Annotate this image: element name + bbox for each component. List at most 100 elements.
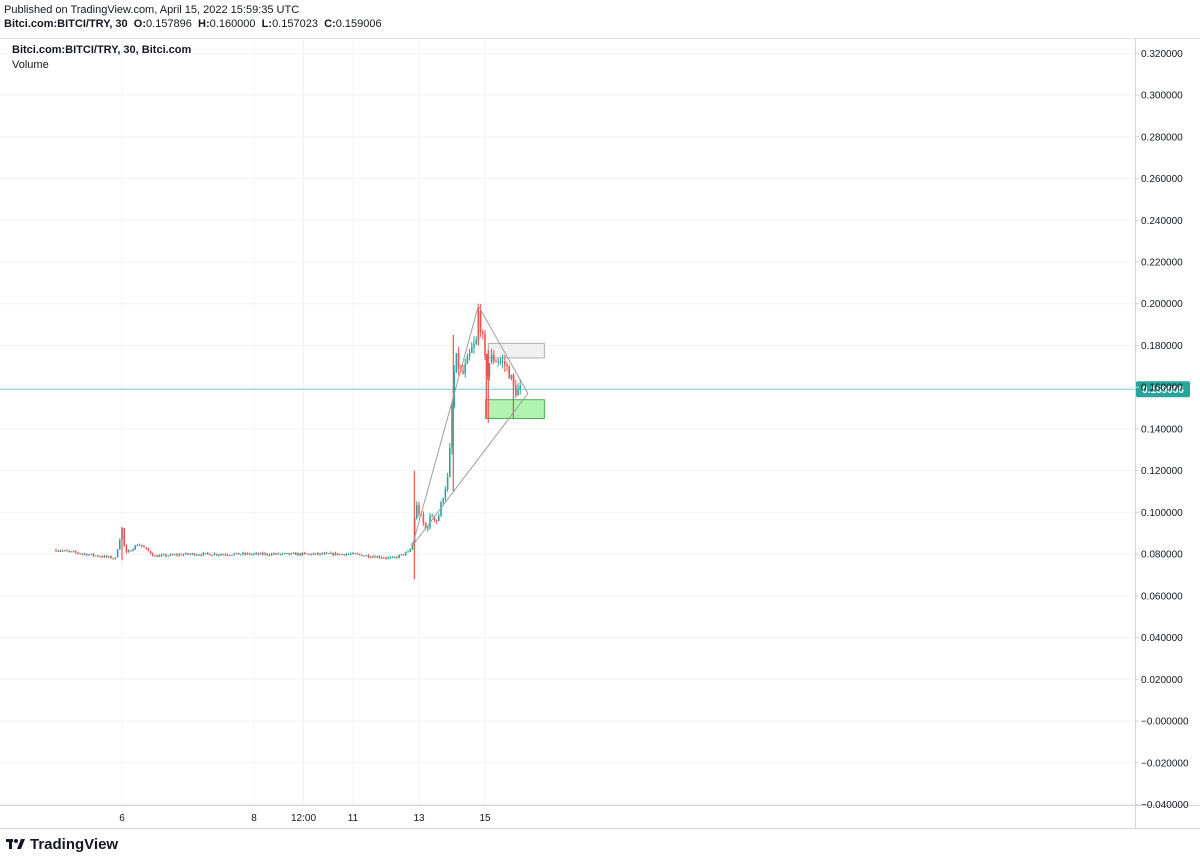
price-axis[interactable]: 0.320000 0.300000 0.280000 0.260000 0.240000… (1135, 49, 1189, 811)
candle-body (317, 553, 319, 555)
candle-body (248, 553, 251, 555)
candle-body (462, 370, 464, 374)
candle-body (365, 555, 367, 557)
candle-body (508, 366, 510, 379)
candle-body (286, 553, 288, 555)
candle-body (398, 554, 400, 558)
y-tick-label: 0.060000 (1141, 591, 1183, 602)
candle-body (222, 554, 224, 556)
candle-body (431, 515, 433, 517)
candle-body (488, 362, 491, 377)
candle-body (308, 553, 310, 555)
candle-body (482, 331, 484, 334)
candle-body (374, 556, 376, 558)
time-axis[interactable]: 6 8 12:00 11 13 15 (119, 813, 491, 824)
y-tick-label: 0.020000 (1141, 675, 1183, 686)
y-tick-label: 0.180000 (1141, 341, 1183, 352)
brand-name: TradingView (30, 835, 119, 853)
close-value: 0.159006 (335, 18, 382, 30)
candle-body (163, 554, 165, 556)
candle-body (367, 555, 370, 557)
candle-body (495, 361, 497, 363)
candle-body (385, 557, 387, 559)
candle-body (141, 544, 143, 547)
candle-body (394, 556, 396, 558)
candle-body (90, 553, 92, 555)
candle-body (119, 539, 121, 550)
candle-body (273, 553, 275, 555)
candle-body (418, 505, 420, 515)
candle-body (339, 553, 341, 555)
candle-body (264, 553, 266, 555)
candle-body (132, 549, 134, 551)
candle-body (235, 552, 238, 554)
candle-body (187, 553, 189, 555)
candle-body (416, 505, 418, 519)
candle-body (510, 375, 513, 379)
candle-body (174, 554, 176, 556)
last-price-label: 0.159006 (1142, 385, 1184, 396)
candle-body (266, 553, 268, 555)
candle-body (361, 554, 363, 556)
candle-body (301, 552, 304, 556)
high-value: 0.160000 (209, 18, 256, 30)
candle-body (279, 553, 282, 555)
candle-body (138, 544, 141, 546)
open-label: O: (133, 18, 147, 30)
candle-body (471, 347, 473, 353)
candle-body (319, 553, 321, 555)
candle-body (323, 553, 326, 555)
y-tick-label: 0.240000 (1141, 216, 1183, 227)
candle-body (314, 553, 317, 555)
candle-body (411, 543, 414, 550)
candle-body (369, 556, 372, 558)
candle-body (233, 553, 235, 555)
candle-body (334, 553, 337, 556)
y-tick-label: 0.140000 (1141, 424, 1183, 435)
candle-body (475, 340, 477, 344)
candle-body (253, 553, 255, 555)
candle-body (145, 547, 147, 549)
candle-body (427, 527, 429, 529)
candle-body (479, 310, 482, 332)
candle-body (292, 552, 295, 554)
candle-body (486, 355, 488, 377)
footer-logo[interactable]: TradingView (6, 834, 118, 854)
candle-body (81, 553, 84, 555)
chart-grid (0, 38, 1135, 805)
candle-body (123, 527, 125, 546)
candle-body (204, 552, 207, 554)
candle-body (116, 549, 119, 558)
candle-body (295, 552, 297, 556)
candle-body (231, 554, 233, 556)
y-tick-label: 0.260000 (1141, 174, 1183, 185)
low-value: 0.157023 (272, 18, 318, 30)
candle-body (97, 555, 99, 557)
candle-body (433, 515, 436, 520)
candle-body (325, 553, 328, 555)
candle-body (154, 555, 156, 557)
candle-body (200, 554, 202, 556)
candle-body (332, 552, 334, 556)
y-tick-label: −0.040000 (1141, 800, 1189, 811)
candle-body (493, 354, 495, 362)
candle-body (72, 551, 75, 553)
candle-body (466, 356, 469, 364)
candle-body (209, 553, 211, 556)
candle-body (515, 385, 517, 396)
candle-body (383, 557, 385, 559)
candle-body (396, 556, 398, 558)
candle-body (497, 361, 499, 363)
candle-body (229, 554, 231, 556)
candle-body (136, 545, 139, 547)
x-tick-label: 13 (413, 813, 425, 824)
candle-body (464, 363, 466, 374)
candle-body (424, 522, 427, 529)
candle-body (207, 552, 209, 554)
candle-body (160, 554, 163, 556)
candle-body (352, 552, 354, 554)
zone-drawings (485, 342, 545, 419)
y-tick-label: 0.160000 (1141, 383, 1183, 394)
candle-body (99, 556, 101, 558)
